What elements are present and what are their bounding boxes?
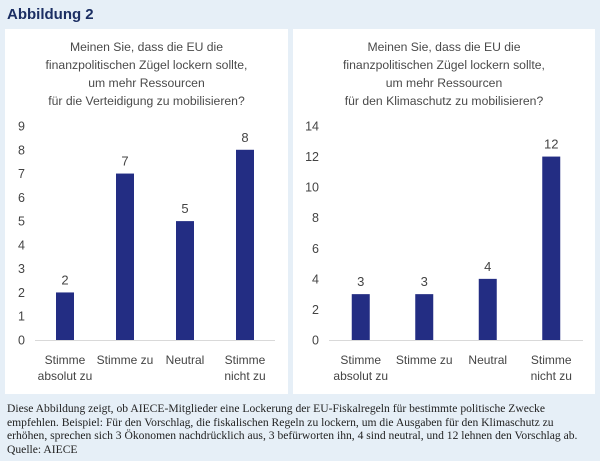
data-label: 7 — [121, 154, 128, 169]
bar — [351, 294, 370, 340]
chart-title-line: finanzpolitischen Zügel lockern sollte, — [343, 58, 545, 72]
data-label: 4 — [484, 259, 491, 274]
y-tick-label: 10 — [305, 181, 319, 195]
y-tick-label: 4 — [312, 272, 319, 286]
y-tick-label: 9 — [18, 120, 25, 134]
data-label: 12 — [544, 137, 558, 152]
x-tick-label: Stimme zu — [396, 353, 453, 367]
chart-title: Meinen Sie, dass die EU die finanzpoliti… — [293, 38, 595, 110]
y-tick-label: 3 — [18, 262, 25, 276]
bar-chart-climate: 0 2 4 6 8 10 12 14 3 Stimme absolut zu 3 Stimme zu 4 N… — [305, 120, 583, 383]
y-tick-label: 5 — [18, 215, 25, 229]
y-tick-label: 2 — [18, 286, 25, 300]
y-tick-label: 14 — [305, 120, 319, 134]
chart-title-line: Meinen Sie, dass die EU die — [69, 40, 224, 54]
y-tick-label: 7 — [18, 167, 25, 181]
chart-title-line: für den Klimaschutz zu mobilisieren? — [344, 94, 544, 108]
figure-title: Abbildung 2 — [7, 6, 94, 23]
x-tick-label: absolut zu — [38, 369, 93, 383]
x-tick-label: Neutral — [468, 353, 507, 367]
y-tick-label: 8 — [18, 143, 25, 157]
y-tick-label: 0 — [312, 334, 319, 348]
x-tick-label: nicht zu — [531, 369, 572, 383]
y-tick-label: 8 — [312, 211, 319, 225]
bar — [176, 221, 194, 340]
x-tick-label: Stimme — [45, 353, 86, 367]
bar — [236, 149, 254, 340]
bar — [116, 173, 134, 340]
bar — [542, 156, 561, 340]
data-label: 5 — [181, 201, 188, 216]
bar-chart-defense: 0 1 2 3 4 5 6 7 8 9 2 Stimme absolut zu 7 Stimme zu 5 Ne… — [18, 120, 275, 383]
data-label: 3 — [357, 274, 364, 289]
y-tick-label: 2 — [312, 303, 319, 317]
data-label: 2 — [61, 272, 68, 287]
chart-title-line: für die Verteidigung zu mobilisieren? — [48, 94, 245, 108]
y-tick-label: 4 — [18, 238, 25, 252]
bar — [56, 292, 74, 340]
bar — [415, 294, 434, 340]
chart-title-line: um mehr Ressourcen — [88, 76, 205, 90]
chart-panel-climate: Meinen Sie, dass die EU die finanzpoliti… — [293, 29, 595, 394]
y-tick-label: 0 — [18, 334, 25, 348]
chart-title-line: Meinen Sie, dass die EU die — [367, 40, 521, 54]
x-tick-label: Stimme zu — [97, 353, 154, 367]
y-tick-label: 12 — [305, 150, 319, 164]
chart-title-line: um mehr Ressourcen — [385, 76, 503, 90]
x-tick-label: Neutral — [166, 353, 205, 367]
x-tick-label: absolut zu — [333, 369, 388, 383]
chart-panel-defense: Meinen Sie, dass die EU die finanzpoliti… — [5, 29, 288, 394]
bar — [478, 278, 497, 340]
y-tick-label: 1 — [18, 310, 25, 324]
chart-title: Meinen Sie, dass die EU die finanzpoliti… — [5, 38, 288, 110]
chart-title-line: finanzpolitischen Zügel lockern sollte, — [45, 58, 248, 72]
x-tick-label: Stimme — [531, 353, 572, 367]
data-label: 3 — [421, 274, 428, 289]
x-tick-label: Stimme — [225, 353, 266, 367]
data-label: 8 — [241, 130, 248, 145]
figure-caption: Diese Abbildung zeigt, ob AIECE-Mitglied… — [7, 402, 578, 456]
y-tick-label: 6 — [18, 191, 25, 205]
x-tick-label: Stimme — [340, 353, 381, 367]
y-tick-label: 6 — [312, 242, 319, 256]
x-tick-label: nicht zu — [224, 369, 265, 383]
